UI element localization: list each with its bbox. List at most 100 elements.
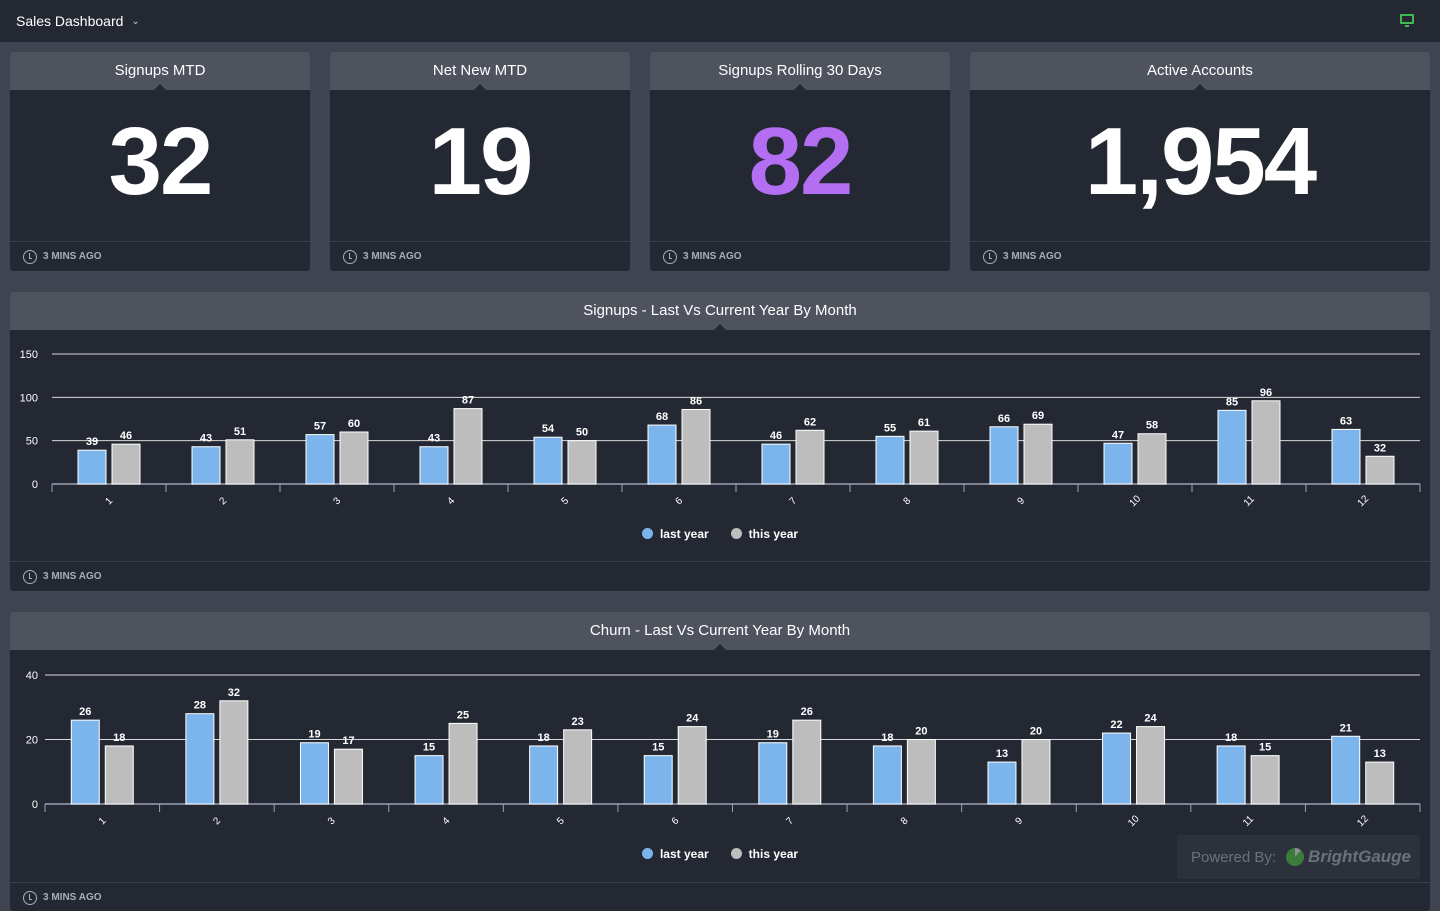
y-tick-label: 50 — [26, 436, 38, 448]
bar-this-year — [906, 739, 936, 805]
kpi-value: 82 — [748, 108, 854, 215]
legend-this-year[interactable]: this year — [730, 847, 799, 861]
data-label: 57 — [314, 421, 326, 433]
bar-last-year — [758, 742, 788, 805]
brightgauge-logo: BrightGauge — [1286, 847, 1411, 867]
data-label: 43 — [428, 433, 440, 445]
kpi-card-active-accounts[interactable]: Active Accounts 1,954 3 MINS AGO — [970, 52, 1430, 271]
bar-this-year — [1137, 433, 1167, 485]
bar-last-year — [533, 436, 563, 485]
x-tick-label: 6 — [670, 815, 682, 827]
bar-this-year — [1365, 761, 1395, 805]
bar-this-year — [333, 748, 363, 805]
x-tick-label: 2 — [211, 815, 223, 827]
data-label: 26 — [79, 706, 91, 718]
bar-last-year — [1217, 409, 1247, 485]
clock-icon — [343, 249, 357, 264]
bar-this-year — [1250, 755, 1280, 805]
kpi-card-signups-rolling[interactable]: Signups Rolling 30 Days 82 3 MINS AGO — [650, 52, 950, 271]
updated-text: 3 MINS AGO — [43, 571, 102, 582]
legend-last-year[interactable]: last year — [641, 847, 709, 861]
top-bar: Sales Dashboard ⌄ — [0, 0, 1440, 42]
card-title: Signups MTD — [10, 52, 310, 90]
x-tick-label: 4 — [445, 495, 457, 507]
bar-last-year — [989, 426, 1019, 485]
y-tick-label: 0 — [32, 799, 38, 811]
churn-chart-card[interactable]: Churn - Last Vs Current Year By Month 0 2… — [10, 612, 1430, 911]
data-label: 62 — [804, 416, 816, 428]
y-tick-label: 150 — [20, 349, 38, 361]
monitor-icon[interactable] — [1400, 14, 1414, 27]
card-footer: 3 MINS AGO — [650, 241, 950, 271]
bar-this-year — [563, 729, 593, 805]
bar-last-year — [529, 745, 559, 805]
data-label: 60 — [348, 418, 360, 430]
clock-icon — [983, 249, 997, 264]
bar-this-year — [1365, 455, 1395, 485]
clock-icon — [23, 249, 37, 264]
legend-dot — [730, 848, 742, 859]
x-tick-label: 10 — [1126, 813, 1142, 829]
legend-this-year[interactable]: this year — [730, 527, 799, 541]
x-tick-label: 7 — [784, 815, 796, 827]
x-tick-label: 6 — [673, 495, 685, 507]
legend-label: this year — [748, 527, 799, 541]
bar-last-year — [872, 745, 902, 805]
bar-this-year — [448, 722, 478, 805]
powered-by-badge[interactable]: Powered By: BrightGauge — [1177, 835, 1420, 879]
bar-last-year — [419, 446, 449, 485]
data-label: 96 — [1260, 387, 1272, 399]
data-label: 46 — [120, 430, 132, 442]
bar-last-year — [70, 719, 100, 805]
legend-label: last year — [659, 527, 709, 541]
bar-last-year — [185, 713, 215, 805]
clock-icon — [23, 569, 37, 584]
bar-this-year — [677, 726, 707, 805]
signups-chart-card[interactable]: Signups - Last Vs Current Year By Month … — [10, 292, 1430, 591]
bar-last-year — [77, 449, 107, 485]
y-tick-label: 40 — [26, 670, 38, 682]
x-tick-label: 5 — [559, 495, 571, 507]
bar-last-year — [1103, 442, 1133, 485]
data-label: 18 — [881, 732, 893, 744]
data-label: 15 — [652, 742, 664, 754]
bar-last-year — [191, 446, 221, 485]
x-tick-label: 8 — [899, 815, 911, 827]
y-tick-label: 20 — [26, 735, 38, 747]
data-label: 32 — [228, 687, 240, 699]
legend-last-year[interactable]: last year — [641, 527, 709, 541]
data-label: 69 — [1032, 410, 1044, 422]
bar-last-year — [1102, 732, 1132, 805]
clock-icon — [23, 890, 37, 905]
data-label: 22 — [1110, 719, 1122, 731]
card-footer: 3 MINS AGO — [970, 241, 1430, 271]
x-tick-label: 9 — [1013, 815, 1025, 827]
updated-text: 3 MINS AGO — [1003, 251, 1062, 262]
data-label: 46 — [770, 430, 782, 442]
dashboard-title[interactable]: Sales Dashboard — [16, 13, 124, 29]
data-label: 18 — [113, 732, 125, 744]
kpi-card-net-new-mtd[interactable]: Net New MTD 19 3 MINS AGO — [330, 52, 630, 271]
chart-title: Churn - Last Vs Current Year By Month — [10, 612, 1430, 650]
bar-last-year — [1216, 745, 1246, 805]
kpi-card-signups-mtd[interactable]: Signups MTD 32 3 MINS AGO — [10, 52, 310, 271]
data-label: 24 — [686, 713, 699, 725]
powered-by-text: Powered By: — [1191, 848, 1277, 866]
data-label: 58 — [1146, 420, 1158, 432]
updated-text: 3 MINS AGO — [43, 251, 102, 262]
chevron-down-icon[interactable]: ⌄ — [131, 15, 140, 27]
bar-last-year — [299, 742, 329, 805]
data-label: 47 — [1112, 429, 1124, 441]
bar-last-year — [1331, 428, 1361, 485]
data-label: 43 — [200, 433, 212, 445]
data-label: 61 — [918, 417, 930, 429]
data-label: 54 — [542, 423, 555, 435]
card-footer: 3 MINS AGO — [10, 561, 1430, 591]
x-tick-label: 11 — [1242, 493, 1257, 508]
data-label: 55 — [884, 422, 896, 434]
legend-label: this year — [748, 847, 799, 861]
x-tick-label: 3 — [331, 495, 343, 507]
x-tick-label: 7 — [787, 495, 799, 507]
x-tick-label: 11 — [1241, 813, 1256, 828]
bar-last-year — [643, 755, 673, 805]
